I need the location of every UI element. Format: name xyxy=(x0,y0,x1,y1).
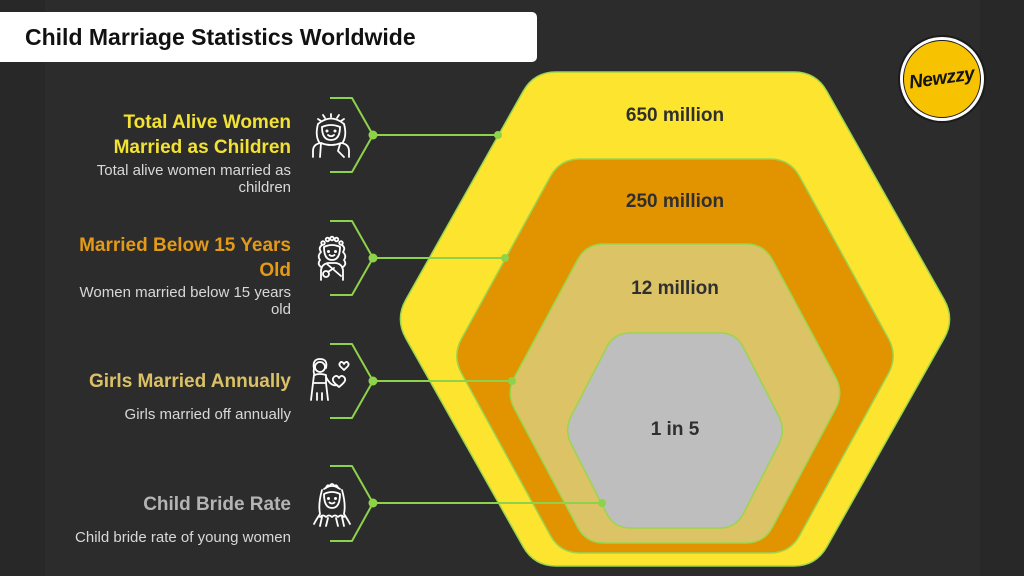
bride-with-wreath-icon xyxy=(307,111,355,159)
connector-dot xyxy=(368,498,378,508)
girl-with-hearts-icon xyxy=(306,356,354,404)
connector-dot xyxy=(598,499,606,507)
connector-dots xyxy=(368,130,606,508)
heading-married-below-15: Married Below 15 Years Old xyxy=(79,235,291,281)
description-child-bride-rate: Child bride rate of young women xyxy=(75,529,291,546)
value-total-alive-women: 650 million xyxy=(625,105,725,126)
connector-dot xyxy=(501,254,509,262)
value-married-below-15: 250 million xyxy=(625,191,725,212)
page-title: Child Marriage Statistics Worldwide xyxy=(25,24,416,50)
description-married-below-15: Women married below 15 years old xyxy=(79,284,291,318)
bride-with-veil-icon xyxy=(308,480,356,528)
connector-dot xyxy=(368,253,378,263)
heading-total-alive-women: Total Alive Women Married as Children xyxy=(113,112,291,158)
value-married-annually: 12 million xyxy=(631,278,719,299)
connector-dot xyxy=(368,130,378,140)
connector-dot xyxy=(508,377,516,385)
newzzy-logo: Newzzy xyxy=(898,35,986,123)
heading-child-bride-rate: Child Bride Rate xyxy=(143,494,291,515)
logo-ring: Newzzy xyxy=(900,37,984,121)
connector-dot xyxy=(494,131,502,139)
connector-dot xyxy=(368,376,378,386)
hexagon-layer-child-bride-rate xyxy=(566,332,784,529)
logo-badge: Newzzy xyxy=(903,40,981,118)
description-total-alive-women: Total alive women married as children xyxy=(96,162,291,196)
description-married-annually: Girls married off annually xyxy=(124,406,291,423)
heading-married-annually: Girls Married Annually xyxy=(88,371,291,392)
title-bar: Child Marriage Statistics Worldwide xyxy=(0,12,537,62)
value-child-bride-rate: 1 in 5 xyxy=(650,419,700,440)
girl-with-flower-crown-icon xyxy=(308,234,356,282)
